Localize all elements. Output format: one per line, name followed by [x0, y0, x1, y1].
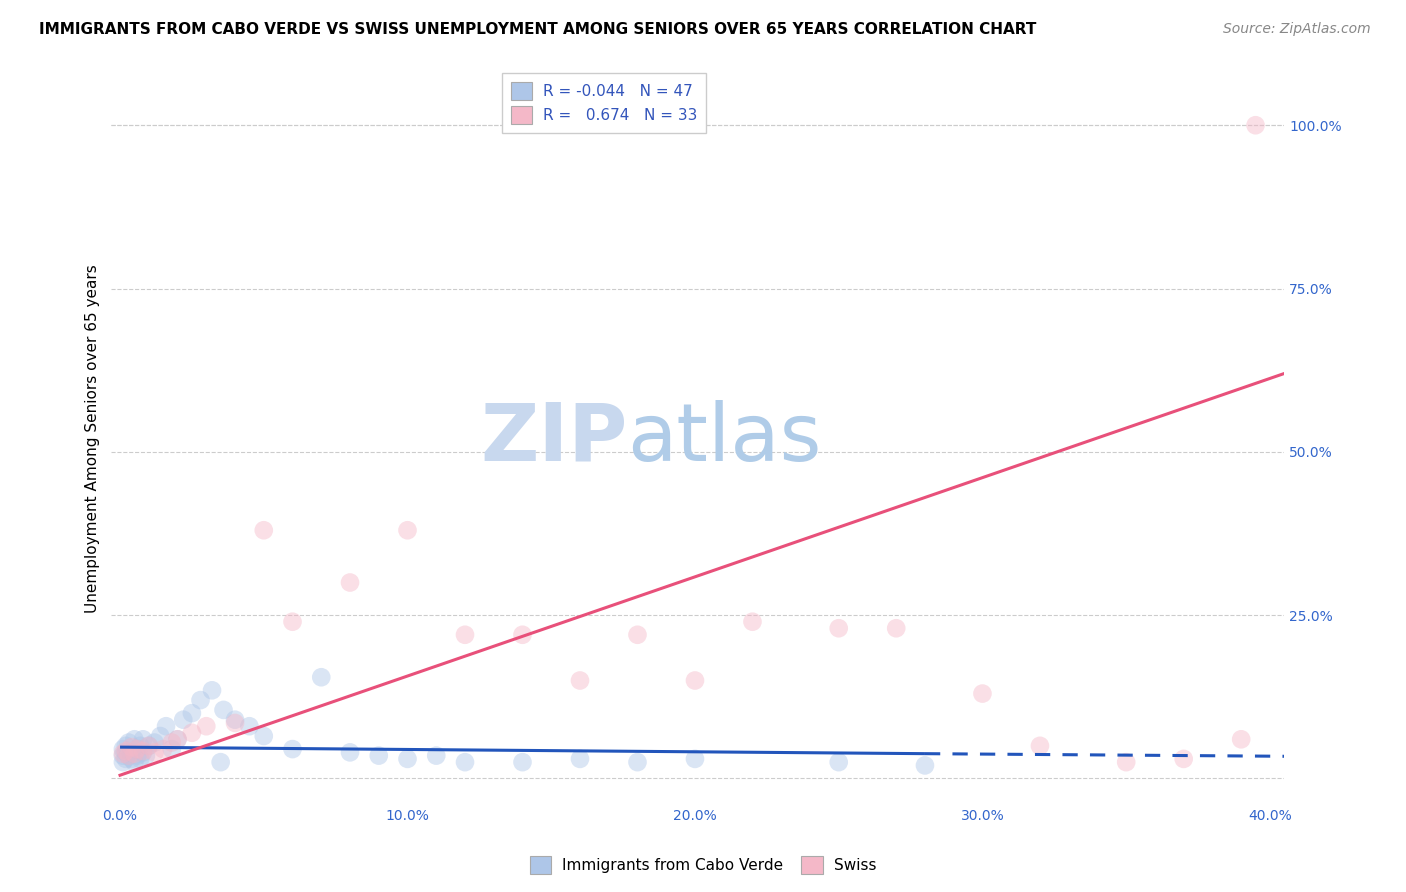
Point — [180, 725, 202, 739]
Point — [626, 628, 648, 642]
Text: atlas: atlas — [627, 400, 823, 478]
Point — [127, 742, 149, 756]
Point — [1173, 752, 1195, 766]
Point — [1244, 118, 1267, 132]
Point — [121, 745, 143, 759]
Point — [212, 703, 235, 717]
Point — [396, 752, 419, 766]
Point — [201, 683, 224, 698]
Point — [127, 742, 149, 756]
Point — [160, 742, 183, 756]
Text: ZIP: ZIP — [481, 400, 627, 478]
Point — [124, 755, 146, 769]
Point — [512, 628, 534, 642]
Point — [224, 715, 246, 730]
Point — [253, 729, 276, 743]
Point — [129, 739, 152, 753]
Point — [114, 745, 136, 759]
Point — [972, 687, 994, 701]
Point — [396, 523, 419, 537]
Point — [166, 732, 188, 747]
Point — [118, 735, 141, 749]
Point — [121, 740, 143, 755]
Point — [253, 523, 276, 537]
Point — [180, 706, 202, 721]
Text: IMMIGRANTS FROM CABO VERDE VS SWISS UNEMPLOYMENT AMONG SENIORS OVER 65 YEARS COR: IMMIGRANTS FROM CABO VERDE VS SWISS UNEM… — [39, 22, 1036, 37]
Point — [683, 752, 706, 766]
Point — [512, 755, 534, 769]
Point — [209, 755, 232, 769]
Point — [138, 739, 160, 753]
Point — [135, 748, 157, 763]
Point — [281, 615, 304, 629]
Point — [132, 745, 155, 759]
Point — [1115, 755, 1137, 769]
Point — [129, 752, 152, 766]
Point — [569, 673, 592, 688]
Point — [155, 719, 177, 733]
Point — [367, 748, 389, 763]
Point — [828, 755, 851, 769]
Point — [454, 755, 477, 769]
Point — [114, 739, 136, 753]
Point — [741, 615, 763, 629]
Point — [172, 713, 194, 727]
Point — [111, 755, 134, 769]
Point — [132, 732, 155, 747]
Point — [127, 748, 149, 763]
Point — [121, 752, 143, 766]
Point — [111, 742, 134, 756]
Point — [339, 575, 361, 590]
Point — [224, 713, 246, 727]
Point — [143, 735, 166, 749]
Text: Source: ZipAtlas.com: Source: ZipAtlas.com — [1223, 22, 1371, 37]
Point — [914, 758, 936, 772]
Point — [884, 621, 907, 635]
Point — [425, 748, 447, 763]
Point — [281, 742, 304, 756]
Point — [132, 744, 155, 758]
Point — [149, 729, 172, 743]
Point — [828, 621, 851, 635]
Legend: Immigrants from Cabo Verde, Swiss: Immigrants from Cabo Verde, Swiss — [524, 850, 882, 880]
Point — [454, 628, 477, 642]
Point — [124, 732, 146, 747]
Point — [118, 748, 141, 763]
Point — [683, 673, 706, 688]
Point — [190, 693, 212, 707]
Point — [1230, 732, 1253, 747]
Point — [114, 744, 136, 758]
Point — [1029, 739, 1052, 753]
Point — [238, 719, 260, 733]
Point — [195, 719, 218, 733]
Point — [160, 735, 183, 749]
Point — [124, 747, 146, 761]
Point — [626, 755, 648, 769]
Point — [569, 752, 592, 766]
Point — [152, 742, 174, 756]
Point — [339, 745, 361, 759]
Legend: R = -0.044   N = 47, R =   0.674   N = 33: R = -0.044 N = 47, R = 0.674 N = 33 — [502, 73, 706, 133]
Point — [138, 739, 160, 753]
Point — [114, 752, 136, 766]
Point — [118, 748, 141, 763]
Y-axis label: Unemployment Among Seniors over 65 years: Unemployment Among Seniors over 65 years — [86, 264, 100, 613]
Point — [111, 748, 134, 763]
Point — [309, 670, 332, 684]
Point — [143, 745, 166, 759]
Point — [111, 747, 134, 761]
Point — [166, 732, 188, 747]
